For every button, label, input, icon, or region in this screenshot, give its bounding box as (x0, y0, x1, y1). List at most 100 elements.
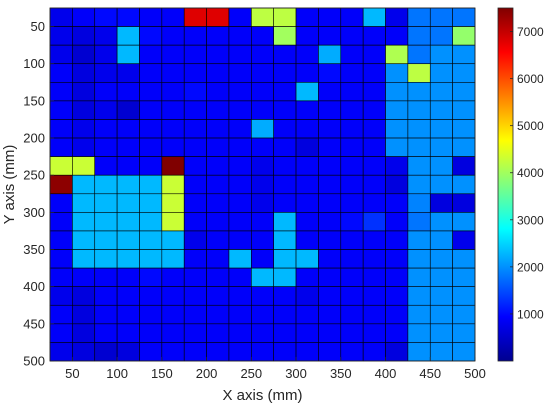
heatmap-cell (161, 119, 185, 139)
heatmap-cell (452, 63, 476, 83)
heatmap-cell (49, 342, 73, 362)
heatmap-cell (72, 7, 96, 27)
heatmap-cell (139, 156, 163, 176)
heatmap-cell (273, 323, 297, 343)
heatmap-cell (94, 174, 118, 195)
heatmap-cell (72, 267, 96, 287)
heatmap-cell (94, 26, 118, 46)
x-tick-label: 450 (419, 366, 441, 381)
heatmap-cell (295, 119, 319, 139)
heatmap-cell (429, 212, 453, 232)
heatmap-cell (385, 193, 409, 213)
y-tick-label: 400 (23, 279, 45, 294)
heatmap-cell (49, 119, 73, 139)
heatmap-cell (429, 26, 453, 46)
heatmap-cell (49, 193, 73, 213)
heatmap-cell (452, 323, 476, 343)
heatmap-cell (295, 342, 319, 362)
heatmap-cell (49, 7, 73, 27)
heatmap-cell (407, 286, 431, 306)
heatmap-cell (251, 100, 274, 120)
heatmap-cell (49, 26, 73, 46)
heatmap-cell (116, 267, 140, 287)
heatmap-cell (295, 44, 319, 65)
y-tick-label: 100 (23, 56, 45, 71)
heatmap-cell (72, 286, 96, 306)
heatmap-cell (49, 44, 73, 65)
heatmap-cell (429, 342, 453, 362)
heatmap-cell (318, 267, 342, 287)
heatmap-cell (407, 342, 431, 362)
heatmap-cell (161, 230, 185, 250)
heatmap-cell (161, 156, 185, 176)
heatmap-cell (72, 174, 96, 195)
heatmap-cell (385, 44, 409, 65)
heatmap-cell (183, 26, 207, 46)
heatmap-cell (183, 119, 207, 139)
heatmap-cell (49, 63, 73, 83)
heatmap-cell (139, 26, 163, 46)
heatmap-cell (273, 304, 297, 325)
heatmap-cell (49, 212, 73, 232)
heatmap-cell (452, 100, 476, 120)
heatmap-cell (340, 230, 364, 250)
heatmap-cell (340, 249, 364, 269)
heatmap-cell (139, 63, 163, 83)
heatmap-cell (94, 63, 118, 83)
heatmap-cell (452, 26, 476, 46)
heatmap-cell (407, 212, 431, 232)
heatmap-cell (318, 249, 342, 269)
heatmap-cell (385, 137, 409, 157)
y-tick-label: 50 (31, 19, 45, 34)
heatmap-cell (228, 323, 252, 343)
heatmap-cell (407, 7, 431, 27)
heatmap-cell (139, 44, 163, 65)
heatmap-cell (116, 249, 140, 269)
heatmap-cell (72, 156, 96, 176)
colorbar-tick-label: 1000 (517, 307, 544, 321)
heatmap-cell (139, 100, 163, 120)
heatmap-cell (116, 119, 140, 139)
x-axis-label: X axis (mm) (223, 387, 303, 404)
heatmap-cell (251, 230, 274, 250)
heatmap-cell (429, 249, 453, 269)
heatmap-cell (407, 100, 431, 120)
heatmap-cell (318, 156, 342, 176)
heatmap-cell (251, 174, 274, 195)
heatmap-cell (183, 100, 207, 120)
heatmap-cell (407, 26, 431, 46)
heatmap-cell (429, 174, 453, 195)
heatmap-cell (139, 82, 163, 102)
heatmap-cell (116, 304, 140, 325)
heatmap-cell (385, 156, 409, 176)
heatmap-cell (340, 156, 364, 176)
heatmap-cell (407, 44, 431, 65)
heatmap-cell (49, 137, 73, 157)
heatmap-cell (452, 193, 476, 213)
heatmap-cell (340, 82, 364, 102)
heatmap-cell (452, 286, 476, 306)
heatmap-cell (161, 26, 185, 46)
heatmap-cell (273, 7, 297, 27)
heatmap-cell (362, 63, 386, 83)
heatmap-cell (49, 323, 73, 343)
heatmap-cell (452, 44, 476, 65)
heatmap-cell (251, 156, 274, 176)
heatmap-cell (72, 249, 96, 269)
heatmap-cell (295, 193, 319, 213)
heatmap-cell (228, 119, 252, 139)
heatmap-cell (139, 174, 163, 195)
heatmap-cell (452, 82, 476, 102)
heatmap-cell (228, 249, 252, 269)
heatmap-cell (429, 137, 453, 157)
heatmap-cell (385, 100, 409, 120)
heatmap-cell (94, 212, 118, 232)
plot-area (49, 7, 476, 362)
heatmap-cell (139, 323, 163, 343)
x-axis-ticks: 50 100 150 200 250 300 350 400 450 500 (65, 357, 486, 381)
heatmap-cell (183, 267, 207, 287)
heatmap-cell (452, 230, 476, 250)
heatmap-cell (273, 119, 297, 139)
heatmap-cell (407, 63, 431, 83)
heatmap-cell (139, 342, 163, 362)
